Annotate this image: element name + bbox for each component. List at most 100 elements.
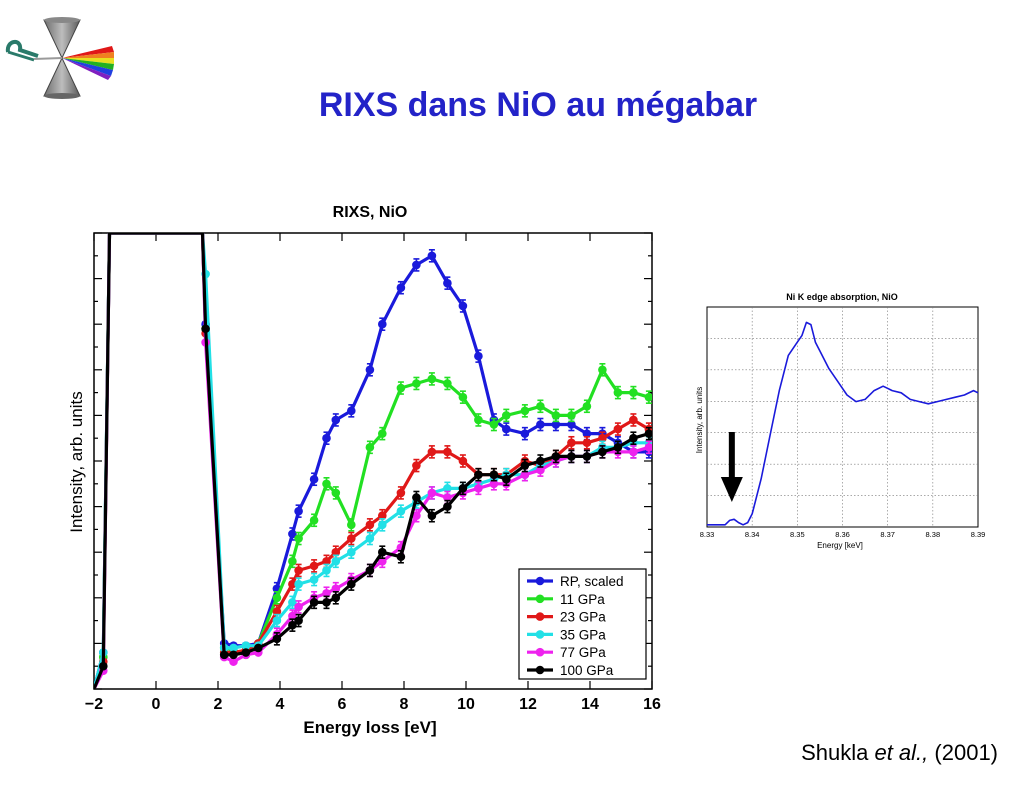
data-point (322, 433, 331, 443)
legend-marker (535, 612, 545, 621)
data-point (536, 420, 545, 429)
data-point (347, 520, 356, 530)
inset-x-tick-label: 8.34 (745, 530, 760, 539)
data-point (629, 388, 638, 397)
inset-series-line (707, 321, 979, 526)
data-point (443, 484, 452, 493)
data-point (229, 643, 238, 653)
y-axis-label: Intensity, arb. units (67, 391, 86, 532)
arrow-head-icon (720, 477, 743, 502)
legend-label: RP, scaled (560, 574, 624, 589)
arrow-icon (728, 432, 735, 477)
data-point (629, 415, 638, 425)
data-point (272, 634, 282, 644)
data-point (644, 429, 652, 438)
inset-x-tick-label: 8.37 (880, 530, 895, 539)
data-point (502, 411, 511, 420)
citation-year: (2001) (934, 740, 998, 765)
x-tick-label: 14 (581, 696, 599, 713)
data-point (412, 461, 421, 470)
data-point (254, 643, 263, 653)
data-point (294, 579, 303, 589)
x-tick-label: 0 (152, 696, 161, 713)
inset-title: Ni K edge absorption, NiO (786, 292, 898, 302)
inset-x-tick-label: 8.35 (790, 530, 805, 539)
data-point (347, 547, 356, 557)
data-point (502, 474, 511, 484)
data-point (322, 566, 331, 575)
data-point (241, 648, 251, 657)
data-point (474, 470, 483, 479)
data-point (412, 260, 421, 270)
inset-x-axis-label: Energy [keV] (817, 541, 863, 550)
data-point (347, 406, 356, 416)
data-point (489, 420, 499, 429)
data-point (241, 641, 251, 650)
data-point (272, 607, 282, 616)
data-point (331, 547, 341, 557)
data-point (347, 579, 356, 589)
data-point (322, 557, 331, 566)
data-point (412, 379, 421, 388)
data-point (378, 520, 387, 530)
data-point (551, 411, 561, 420)
data-point (219, 650, 229, 660)
data-point (520, 406, 530, 416)
data-point (309, 515, 319, 525)
data-point (294, 602, 303, 612)
data-point (288, 557, 297, 566)
x-tick-label: −2 (85, 696, 103, 713)
legend-marker (535, 665, 545, 675)
x-tick-label: 4 (276, 696, 285, 713)
data-point (201, 324, 210, 334)
inset-x-tick-label: 8.39 (971, 530, 986, 539)
x-tick-label: 2 (214, 696, 223, 713)
citation-etal: et al., (874, 740, 929, 765)
data-point (427, 511, 437, 521)
data-point (582, 438, 592, 448)
data-point (365, 365, 375, 375)
data-point (396, 283, 406, 293)
data-point (458, 484, 468, 493)
data-point (331, 488, 341, 498)
data-point (502, 424, 511, 434)
data-point (396, 552, 406, 562)
data-point (294, 534, 303, 543)
legend-marker (535, 594, 545, 604)
data-point (309, 561, 319, 571)
data-point (347, 534, 356, 543)
data-point (443, 502, 452, 511)
data-point (458, 392, 468, 402)
citation-author: Shukla (801, 740, 869, 765)
data-point (629, 447, 638, 457)
logo-icon (5, 17, 114, 99)
x-axis-label: Energy loss [eV] (303, 718, 436, 737)
data-point (613, 424, 623, 434)
legend-label: 11 GPa (560, 592, 605, 607)
data-point (272, 593, 282, 603)
x-tick-label: 8 (400, 696, 409, 713)
inset-y-axis-label: Intensity, arb. units (695, 387, 704, 454)
x-tick-label: 10 (457, 696, 475, 713)
data-point (272, 616, 282, 625)
data-point (443, 493, 452, 502)
data-point (551, 452, 561, 461)
data-point (331, 593, 341, 603)
data-point (644, 443, 652, 452)
chart-title: RIXS, NiO (333, 204, 408, 221)
data-point (629, 433, 638, 443)
data-point (474, 415, 483, 425)
data-point (365, 534, 375, 543)
data-point (309, 575, 319, 584)
legend-label: 100 GPa (560, 663, 614, 678)
data-point (520, 429, 530, 438)
data-point (489, 479, 499, 489)
inset-x-tick-label: 8.33 (700, 530, 715, 539)
data-point (365, 520, 375, 530)
data-point (378, 511, 387, 521)
data-point (536, 401, 545, 411)
data-point (331, 415, 341, 425)
data-point (598, 433, 607, 443)
slide-title: RIXS dans NiO au mégabar (318, 86, 758, 124)
data-point (322, 588, 331, 598)
